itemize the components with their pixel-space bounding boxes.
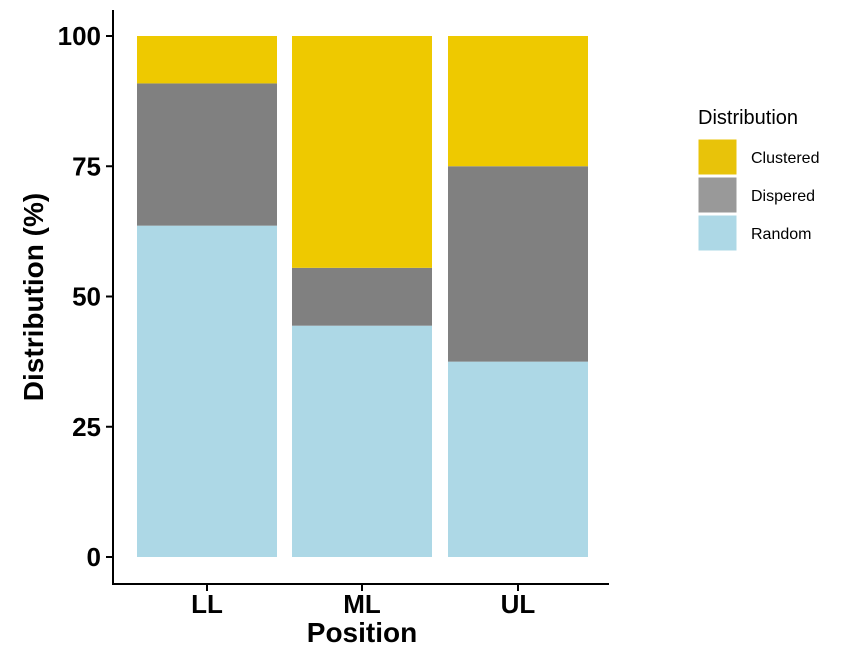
legend-label-random: Random (751, 226, 811, 243)
bar-ll-clustered (137, 36, 277, 84)
y-tick-label-75: 75 (72, 151, 101, 181)
legend-title: Distribution (698, 107, 798, 129)
x-axis-title: Position (307, 617, 417, 648)
bar-ul-clustered (448, 36, 588, 167)
legend-swatch-dispered (697, 176, 738, 214)
legend-items: Clustered Dispered Random (697, 138, 819, 252)
y-tick-label-50: 50 (72, 282, 101, 312)
x-tick-label-ll: LL (191, 589, 223, 619)
legend: Distribution Clustered Dispered Random (697, 107, 819, 252)
x-tick-label-ul: UL (501, 589, 536, 619)
x-tick-label-ml: ML (343, 589, 381, 619)
bar-ll-random (137, 225, 277, 558)
bar-ul-dispered (448, 166, 588, 362)
bar-ml-random (292, 325, 432, 557)
legend-label-clustered: Clustered (751, 150, 819, 167)
x-ticks: LL ML UL (191, 584, 535, 619)
y-tick-label-100: 100 (58, 21, 101, 51)
axes-layer: 0 25 50 75 100 LL ML UL (58, 10, 609, 619)
legend-swatch-clustered (697, 138, 738, 176)
y-tick-label-25: 25 (72, 412, 101, 442)
bar-ml-dispered (292, 267, 432, 326)
bar-ul-random (448, 361, 588, 557)
legend-label-dispered: Dispered (751, 188, 815, 205)
legend-swatch-random (697, 214, 738, 252)
y-axis-title: Distribution (%) (18, 193, 49, 401)
y-tick-label-0: 0 (87, 542, 101, 572)
y-ticks: 0 25 50 75 100 (58, 21, 113, 572)
bar-ml-clustered (292, 36, 432, 268)
bar-ll-dispered (137, 83, 277, 226)
bars-layer (137, 36, 588, 558)
